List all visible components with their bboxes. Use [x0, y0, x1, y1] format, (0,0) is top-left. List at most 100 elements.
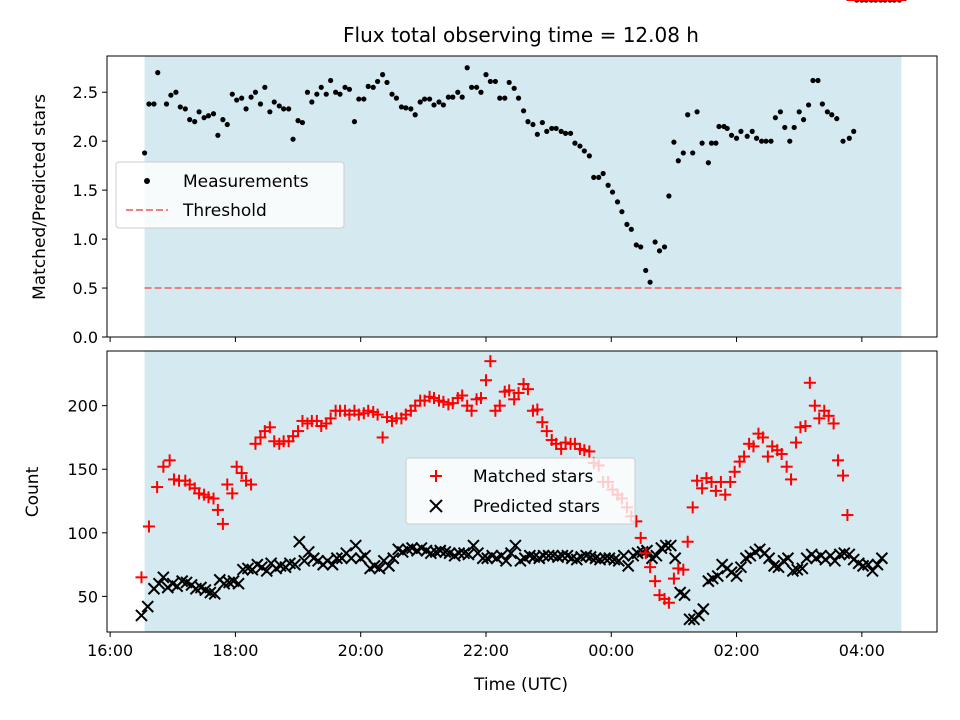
bottom-ytick-label: 100 — [67, 524, 98, 543]
matched-star-point — [151, 481, 164, 494]
measurement-point — [276, 103, 282, 109]
matched-star-point — [446, 397, 459, 410]
matched-star-point — [474, 392, 487, 405]
measurement-point — [205, 113, 212, 119]
predicted-star-point — [326, 558, 339, 571]
predicted-star-point — [509, 539, 522, 552]
measurement-point — [791, 124, 797, 131]
matched-star-point — [193, 487, 206, 500]
predicted-star-point — [504, 546, 518, 560]
matched-star-point — [578, 444, 591, 457]
measurement-point — [796, 109, 802, 115]
matched-star-point — [799, 420, 812, 433]
measurement-point — [168, 92, 174, 98]
measurement-point — [421, 96, 428, 102]
measurement-point — [643, 267, 649, 274]
measurement-point — [304, 89, 311, 95]
measurement-point — [483, 72, 489, 78]
measurement-point — [173, 89, 179, 95]
matched-stars-points — [135, 0, 906, 609]
bottom-axes-frame — [106, 350, 938, 633]
top-ytick-label: 2.5 — [73, 83, 98, 102]
measurement-point — [744, 133, 750, 139]
measurement-point — [365, 83, 371, 89]
measurement-point — [290, 136, 296, 142]
predicted-star-point — [241, 562, 255, 575]
predicted-star-point — [683, 613, 696, 626]
measurement-point — [389, 91, 395, 97]
top-legend-box — [115, 161, 345, 229]
measurement-point — [342, 84, 348, 90]
matched-star-point — [756, 431, 769, 444]
legend-predicted-label: Predicted stars — [473, 497, 600, 517]
measurement-point — [624, 221, 630, 228]
matched-star-point — [728, 465, 741, 478]
matched-star-point — [667, 572, 680, 585]
matched-star-point — [168, 473, 181, 486]
matched-star-point — [696, 482, 709, 495]
measurement-point — [473, 84, 480, 90]
measurement-point — [810, 77, 816, 84]
measurement-point — [694, 109, 700, 115]
measurement-point — [346, 86, 353, 92]
measurement-point — [759, 138, 765, 144]
top-ytick-label: 2.0 — [73, 132, 98, 151]
measurement-point — [224, 121, 230, 128]
matched-star-point — [221, 478, 234, 491]
xtick-label: 02:00 — [713, 641, 759, 660]
measurement-point — [384, 79, 390, 86]
measurement-point — [749, 128, 755, 134]
predicted-star-point — [204, 586, 217, 599]
matched-star-point — [512, 386, 525, 399]
measurement-point — [656, 248, 663, 254]
matched-star-point — [822, 409, 835, 422]
measurement-point — [690, 150, 696, 156]
bottom-legend: Matched stars Predicted stars — [405, 457, 636, 525]
predicted-star-point — [589, 552, 602, 565]
measurement-point — [281, 106, 287, 112]
measurement-point — [455, 89, 461, 95]
measurement-point — [815, 77, 821, 84]
measurement-point — [262, 84, 268, 90]
measurement-point — [819, 101, 825, 107]
matched-star-point — [724, 475, 737, 488]
matched-star-point — [780, 460, 793, 473]
predicted-star-point — [293, 535, 306, 548]
measurement-point — [733, 135, 740, 141]
predicted-star-point — [152, 577, 166, 590]
predicted-star-point — [387, 552, 400, 565]
matched-star-point — [649, 575, 662, 588]
predicted-star-point — [135, 609, 148, 622]
top-ylabel: Matched/Predicted stars — [30, 94, 50, 300]
matched-star-point — [634, 531, 647, 544]
predicted-star-point — [786, 564, 800, 578]
matched-star-point — [738, 450, 751, 463]
predicted-star-point — [711, 569, 724, 583]
measurement-point — [768, 138, 774, 144]
measurement-point — [403, 105, 409, 111]
legend-predicted-marker — [429, 499, 443, 513]
measurement-point — [380, 72, 386, 78]
measurement-point — [182, 106, 188, 112]
measurement-point — [229, 91, 235, 97]
measurement-point — [671, 139, 677, 145]
measurement-point — [534, 131, 540, 137]
measurement-point — [800, 117, 807, 123]
measurement-point — [614, 199, 621, 205]
matched-star-point — [813, 412, 826, 425]
matched-star-point — [681, 535, 694, 548]
predicted-star-point — [537, 549, 550, 562]
predicted-star-point — [580, 549, 593, 562]
predicted-star-point — [796, 562, 809, 575]
predicted-stars-points — [135, 0, 907, 626]
matched-star-point — [456, 389, 469, 402]
measurement-point — [600, 170, 606, 177]
measurement-point — [539, 119, 545, 126]
predicted-star-point — [608, 553, 621, 566]
measurement-point — [445, 94, 451, 100]
predicted-star-point — [650, 549, 663, 562]
matched-star-point — [709, 484, 722, 497]
bottom-ylabel: Count — [23, 466, 43, 517]
matched-star-point — [568, 437, 581, 450]
measurement-point — [398, 104, 405, 110]
